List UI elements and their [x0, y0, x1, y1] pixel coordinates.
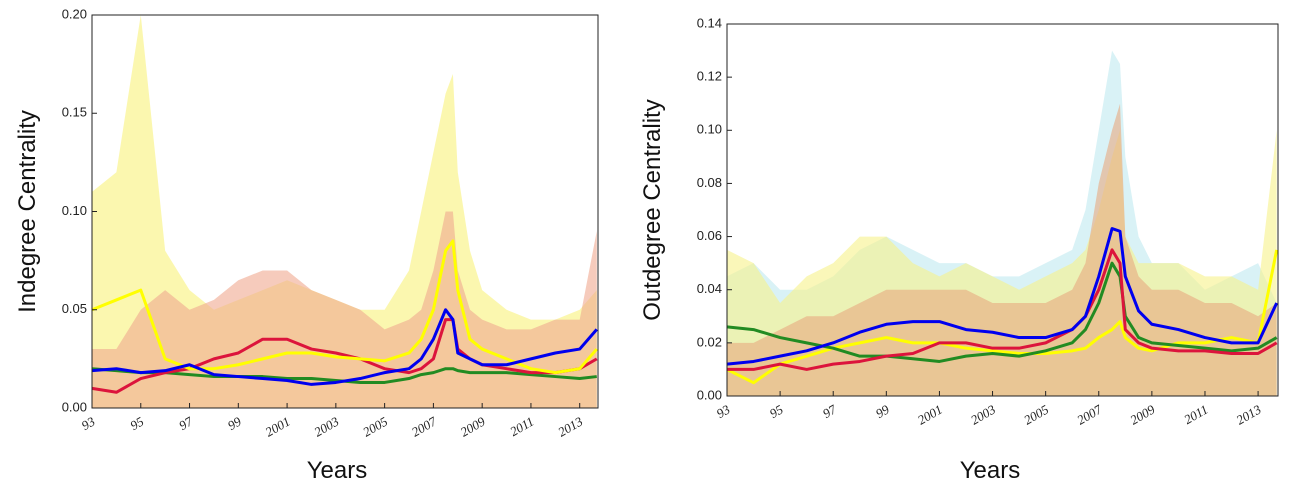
- x-tick-label: 95: [767, 401, 786, 421]
- area: [92, 211, 597, 408]
- x-tick-label: 97: [820, 401, 839, 421]
- y-tick-label: 0.12: [697, 69, 722, 84]
- y-tick-label: 0.15: [62, 105, 87, 120]
- plot-frame: [726, 23, 1279, 397]
- x-tick-label: 2011: [1181, 402, 1210, 428]
- x-tick-label: 2007: [409, 413, 439, 439]
- y-tick-label: 0.02: [697, 334, 722, 349]
- line: [726, 227, 1279, 366]
- x-tick-label: 2009: [1127, 401, 1157, 427]
- x-tick-label: 99: [873, 401, 892, 421]
- x-tick-label: 2001: [915, 402, 945, 428]
- line: [727, 248, 1278, 371]
- line: [91, 367, 597, 384]
- line: [726, 261, 1278, 363]
- x-tick-label: 2003: [311, 413, 341, 439]
- x-tick-label: 97: [176, 413, 195, 433]
- x-tick-label: 99: [225, 413, 244, 433]
- line: [91, 308, 598, 386]
- x-tick-label: 93: [714, 401, 733, 421]
- x-axis-title: Years: [960, 457, 1021, 484]
- x-tick-label: 2013: [1234, 401, 1264, 427]
- y-tick-label: 0.10: [697, 122, 722, 137]
- y-axis-title: Outdegree Centrality: [639, 99, 666, 320]
- y-axis-title: Indegree Centrality: [14, 110, 41, 313]
- y-tick-label: 0.20: [62, 6, 87, 21]
- x-tick-label: 2005: [1021, 401, 1051, 427]
- x-tick-label: 2011: [507, 414, 536, 440]
- y-tick-label: 0.04: [697, 281, 722, 296]
- x-axis-title: Years: [307, 457, 368, 484]
- x-tick-label: 95: [128, 413, 147, 433]
- x-tick-label: 2013: [555, 413, 585, 439]
- x-tick-label: 2001: [263, 414, 293, 440]
- x-tick-label: 93: [79, 413, 98, 433]
- y-tick-label: 0.05: [62, 301, 87, 316]
- y-tick-label: 0.00: [62, 399, 87, 414]
- y-tick-label: 0.10: [62, 203, 87, 218]
- y-tick-label: 0.06: [697, 228, 722, 243]
- y-tick-label: 0.00: [697, 387, 722, 402]
- line: [91, 239, 598, 375]
- x-tick-label: 2007: [1074, 401, 1104, 427]
- x-tick-label: 2009: [458, 413, 488, 439]
- area: [727, 103, 1277, 396]
- y-tick-label: 0.14: [697, 15, 722, 30]
- x-tick-label: 2005: [360, 413, 390, 439]
- x-tick-label: 2003: [968, 401, 998, 427]
- y-tick-label: 0.08: [697, 175, 722, 190]
